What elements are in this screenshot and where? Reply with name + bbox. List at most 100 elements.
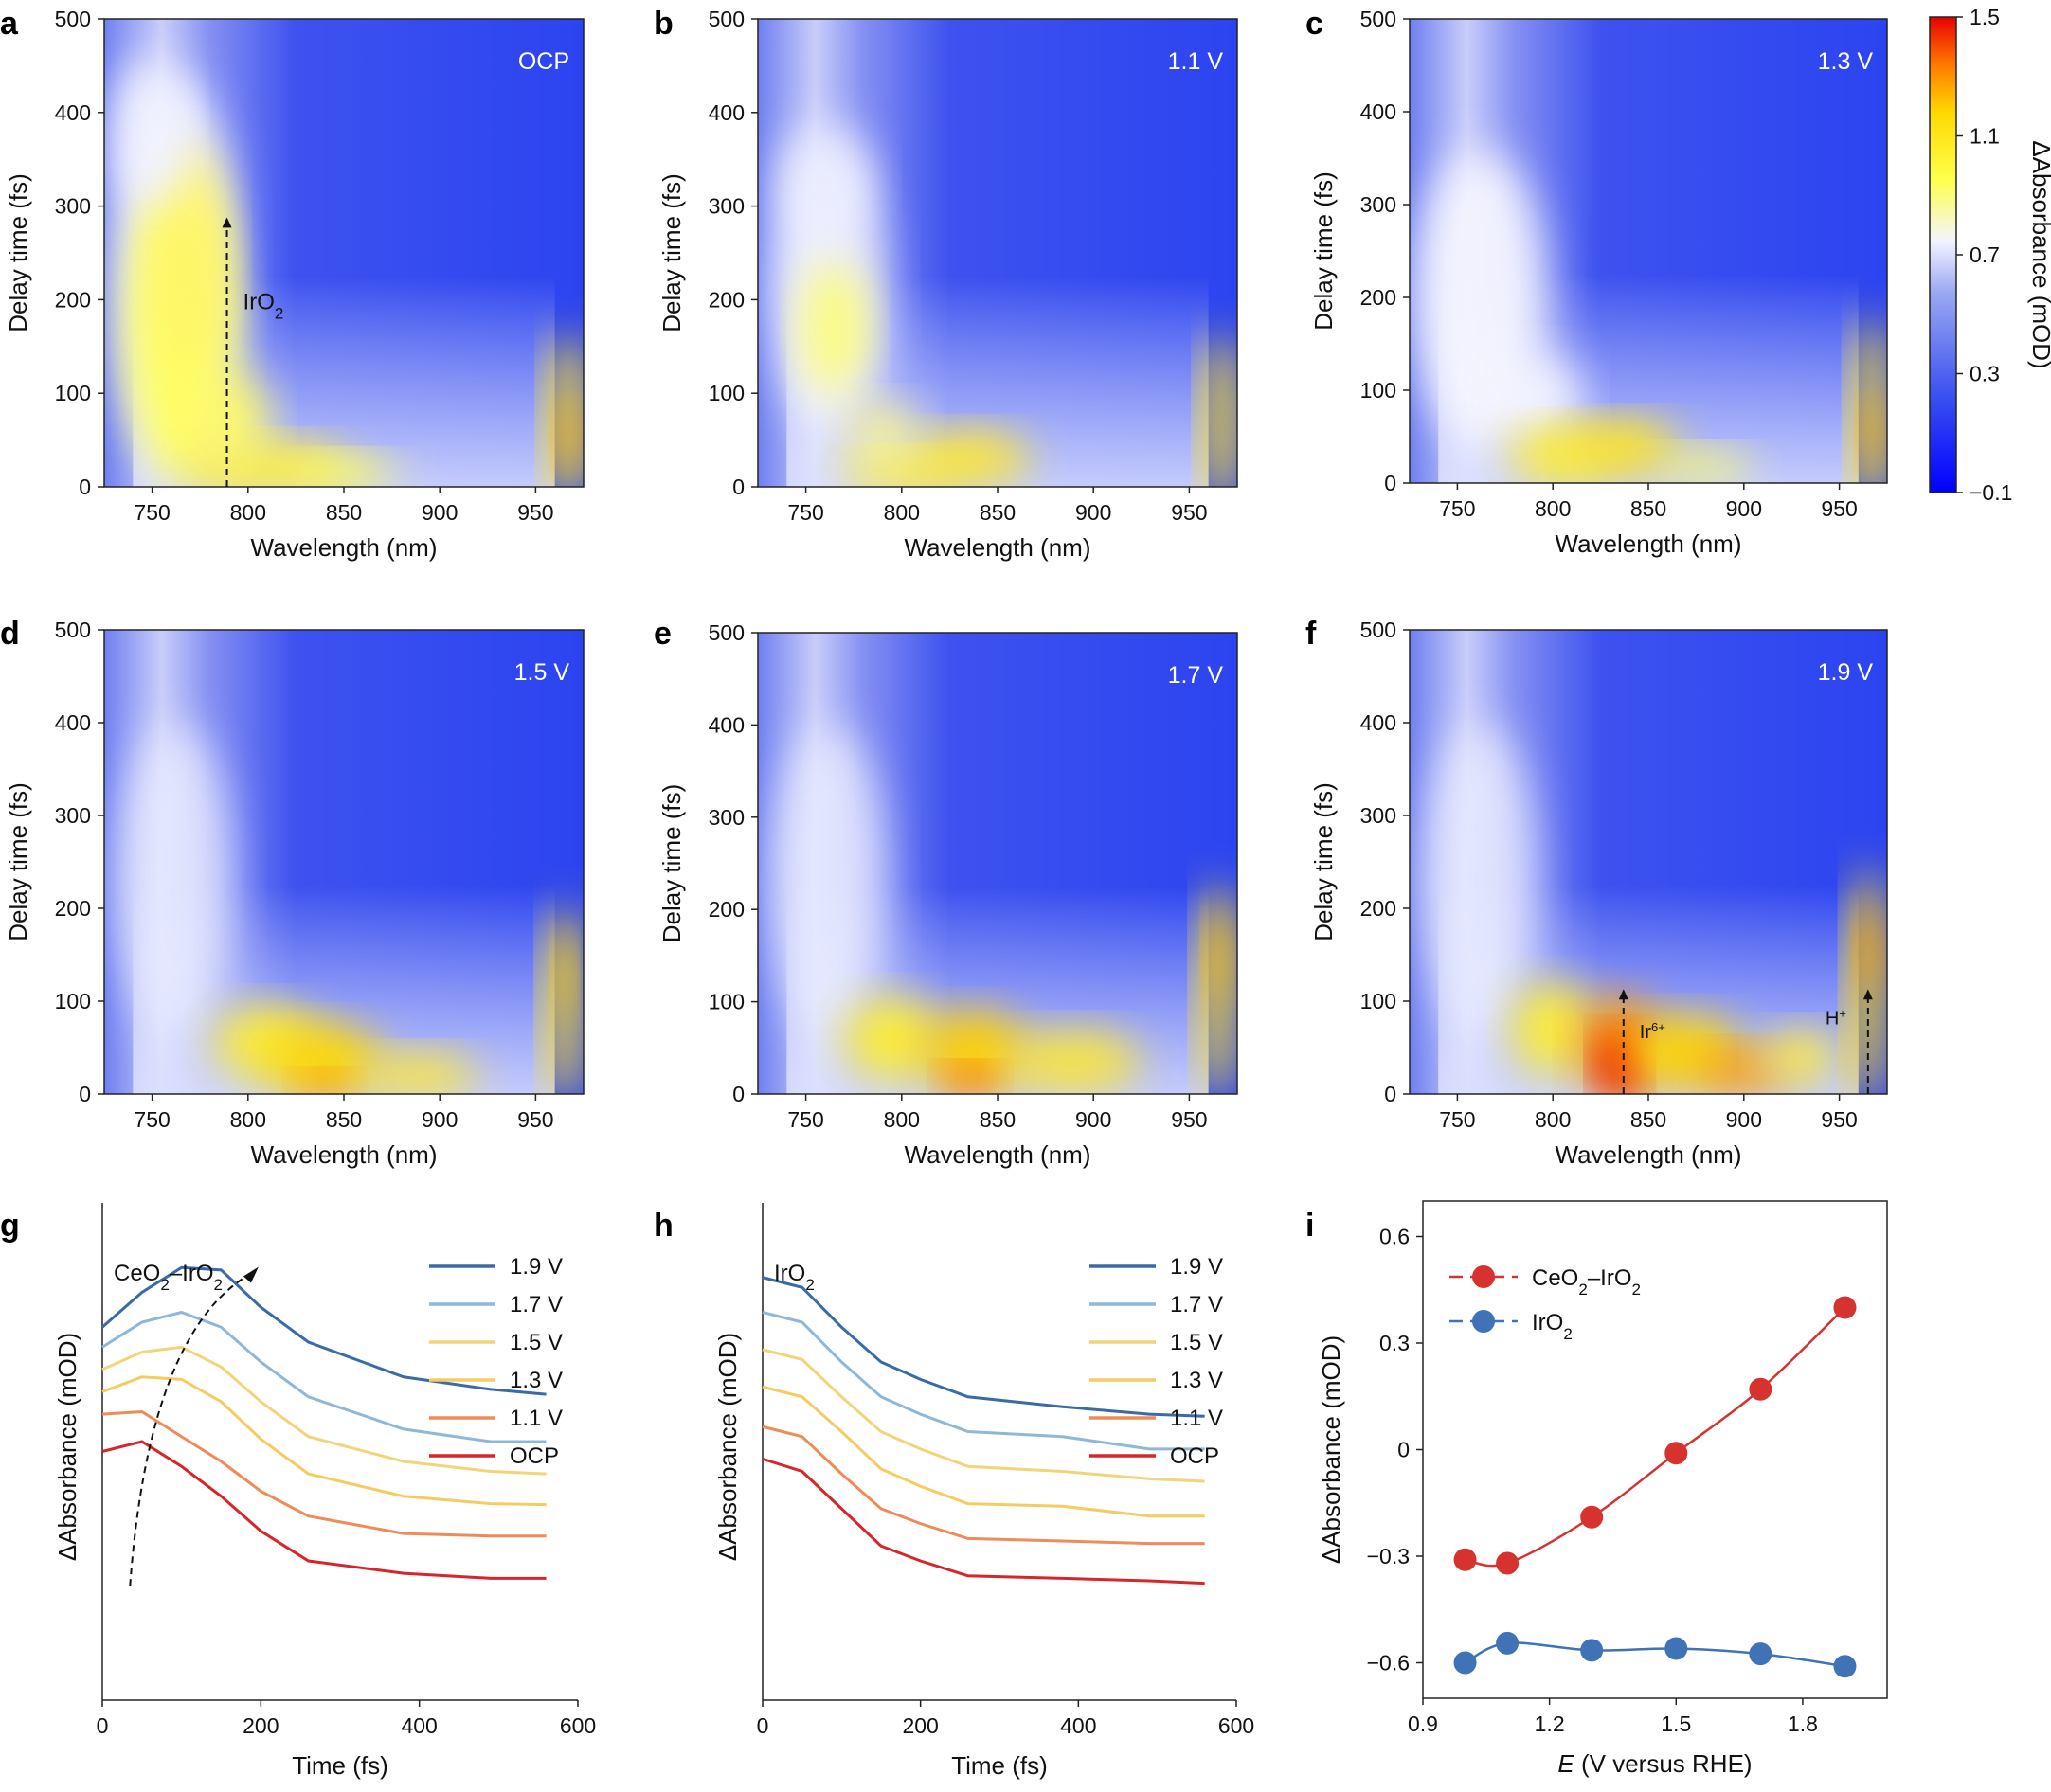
y-tick-label: 200 (55, 896, 91, 921)
potential-panel-i: 0.9 1.2 1.5 1.8 −0.6 −0.3 0 0.3 0.6 E (V versus R… (1305, 1200, 1888, 1778)
panel-letter: b (654, 6, 674, 42)
data-point (1580, 1505, 1604, 1529)
heatmap-feature (556, 407, 580, 464)
x-tick-label: 200 (243, 1713, 279, 1738)
x-axis-label: Wavelength (nm) (1556, 529, 1742, 558)
x-tick-label: 850 (980, 500, 1016, 525)
legend-label: OCP (1170, 1443, 1219, 1469)
y-tick-label: 0 (1384, 1082, 1396, 1106)
y-tick-label: 300 (709, 194, 745, 219)
x-tick-label: 800 (230, 1107, 266, 1132)
x-tick-label: 900 (422, 1107, 458, 1132)
x-tick-label: 900 (1726, 496, 1762, 521)
heatmap-feature (1485, 352, 1582, 446)
heatmap-feature (1007, 1029, 1142, 1094)
y-tick-label: 100 (55, 989, 91, 1013)
x-tick-label: 950 (1171, 1107, 1207, 1132)
x-tick-label: 750 (1439, 496, 1475, 521)
series-line-1-3-V (762, 1385, 1205, 1518)
heatmap-feature (286, 456, 402, 487)
y-tick-label: 200 (709, 287, 745, 312)
potential-label: 1.9 V (1818, 659, 1874, 686)
heatmap-feature (777, 121, 873, 235)
y-tick-label: 100 (1360, 378, 1396, 403)
heatmap-feature (554, 936, 574, 1011)
heatmap-feature (1762, 1029, 1840, 1085)
x-tick-label: 750 (1439, 1107, 1475, 1132)
y-tick-label: 500 (709, 620, 745, 645)
colorbar: −0.1 0.3 0.7 1.1 1.5 ΔAbsorbance (mOD) (1929, 5, 2051, 505)
x-tick-label: 850 (326, 1107, 362, 1132)
y-axis-label: Delay time (fs) (4, 173, 32, 332)
x-tick-label: 800 (884, 500, 920, 525)
heatmap-feature (800, 261, 870, 394)
colorbar-tick-label: 1.1 (1970, 124, 2000, 149)
series-curve-ceo2-iro2 (1465, 1306, 1846, 1568)
y-tick-label: 100 (55, 381, 91, 405)
heatmap-feature (1658, 449, 1754, 483)
panel-letter: c (1305, 6, 1323, 42)
x-axis-label: Wavelength (nm) (251, 1140, 438, 1169)
heatmap-feature (1206, 909, 1230, 1002)
x-tick-label: 1.8 (1788, 1711, 1818, 1736)
x-tick-label: 850 (1630, 1107, 1666, 1132)
x-tick-label: 750 (134, 500, 170, 525)
x-axis-label: Wavelength (nm) (1556, 1140, 1742, 1169)
y-tick-label: 100 (709, 381, 745, 405)
x-tick-label: 850 (980, 1107, 1016, 1132)
heatmap-panel-a: 750 800 850 900 950 0 100 200 300 400 500 Wavelengt… (0, 6, 585, 562)
data-point (1496, 1631, 1520, 1655)
heatmap-feature (110, 56, 188, 206)
series-line-1-9-V (762, 1276, 1205, 1418)
heatmap-feature (1202, 332, 1237, 487)
potential-label: 1.7 V (1168, 662, 1224, 689)
annotation-arrow-head (1618, 989, 1628, 1000)
x-tick-label: 1.5 (1661, 1711, 1691, 1736)
heatmap-image (1410, 19, 1887, 483)
y-tick-label: −0.3 (1367, 1544, 1410, 1568)
series-line-OCP (762, 1457, 1205, 1586)
annotation-label: H+ (1826, 1006, 1846, 1030)
legend-label: 1.9 V (510, 1254, 563, 1280)
y-tick-label: 100 (709, 990, 745, 1014)
x-tick-label: 800 (1535, 1107, 1571, 1132)
potential-label: 1.5 V (514, 659, 570, 686)
colorbar-tick-label: 0.3 (1970, 362, 2000, 386)
heatmap-panel-d: 750 800 850 900 950 0 100 200 300 400 500 Wavelengt… (0, 616, 585, 1169)
legend-label: 1.1 V (510, 1406, 563, 1431)
y-tick-label: 500 (1360, 7, 1396, 31)
x-axis-label: Wavelength (nm) (251, 533, 438, 562)
x-tick-label: 900 (1075, 1107, 1111, 1132)
legend-label: OCP (510, 1443, 559, 1469)
series-line-1-1-V (762, 1425, 1205, 1546)
annotation-arrow-head (222, 217, 232, 228)
colorbar-label: ΔAbsorbance (mOD) (2027, 140, 2051, 368)
x-tick-label: 750 (787, 500, 823, 525)
x-tick-label: 0 (757, 1713, 769, 1738)
y-tick-label: 500 (709, 7, 745, 31)
x-axis-label: Wavelength (nm) (905, 533, 1091, 562)
x-tick-label: 900 (1075, 500, 1111, 525)
y-tick-label: 300 (1360, 192, 1396, 217)
y-tick-label: 400 (55, 100, 91, 125)
y-tick-label: −0.6 (1367, 1651, 1410, 1676)
x-tick-label: 400 (1060, 1713, 1096, 1738)
data-point (1580, 1639, 1604, 1662)
x-tick-label: 750 (787, 1107, 823, 1132)
legend-label: 1.5 V (510, 1330, 563, 1355)
y-axis-label: Delay time (fs) (657, 784, 686, 943)
x-tick-label: 200 (902, 1713, 938, 1738)
panel-letter: h (654, 1208, 674, 1244)
x-tick-label: 950 (517, 500, 553, 525)
annotation-arrow-head (1862, 989, 1873, 1000)
heatmap-feature (1572, 420, 1680, 476)
y-axis-label: Delay time (fs) (4, 782, 32, 941)
heatmap-image (104, 630, 584, 1094)
legend-label: 1.9 V (1170, 1254, 1223, 1280)
x-tick-label: 750 (134, 1107, 170, 1132)
x-tick-label: 800 (230, 500, 266, 525)
heatmap-feature (1510, 982, 1595, 1076)
legend-label: 1.7 V (1170, 1292, 1223, 1317)
x-tick-label: 0 (97, 1713, 109, 1738)
